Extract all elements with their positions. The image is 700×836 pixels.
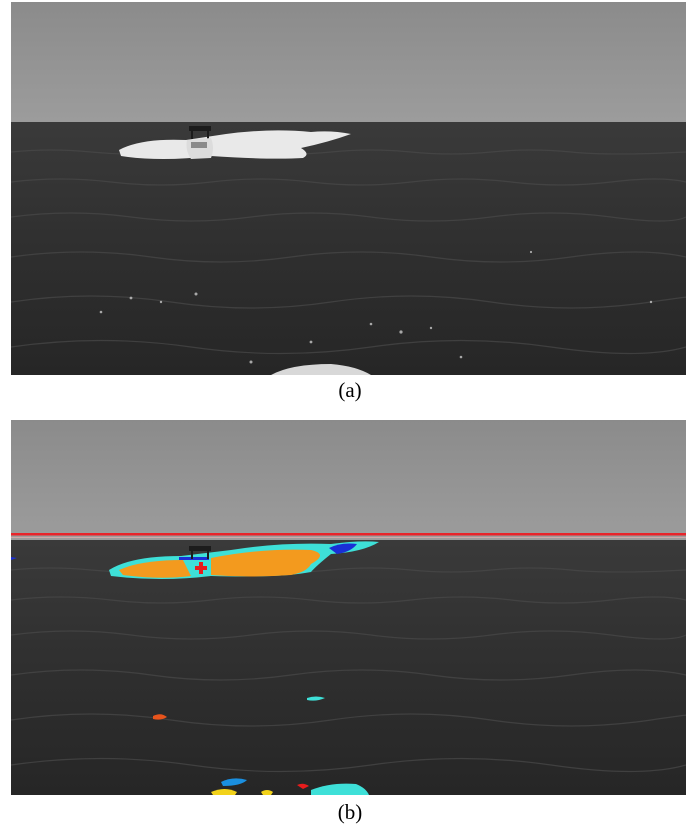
boat — [189, 546, 211, 559]
sea-photo-a — [11, 2, 686, 375]
sea — [11, 122, 686, 375]
sky — [11, 420, 686, 540]
photo-panel-b — [11, 420, 686, 795]
sea — [11, 540, 686, 795]
wave-texture — [11, 567, 686, 773]
sky — [11, 2, 686, 122]
segment-yellow-bottom-2 — [261, 790, 273, 795]
segment-orange-left — [119, 560, 191, 578]
segment-yellow-bottom — [211, 789, 237, 795]
detection-marker — [195, 562, 207, 574]
sea-photo-b — [11, 420, 686, 795]
boat-wake — [119, 130, 351, 159]
segment-blue-bottom — [221, 778, 247, 786]
caption-b: (b) — [337, 800, 363, 824]
horizon-line — [11, 533, 686, 536]
segment-red-bottom — [297, 783, 309, 789]
wave-texture — [11, 149, 686, 355]
segment-blue-edge — [11, 557, 17, 560]
boat — [186, 126, 213, 159]
segment-cyan-bottom — [311, 783, 369, 795]
caption-a: (a) — [338, 378, 362, 402]
photo-panel-a — [11, 2, 686, 375]
foreground-hull — [271, 364, 371, 375]
segment-red-small — [153, 714, 167, 720]
segment-blue — [329, 543, 357, 554]
segment-orange-right — [211, 549, 320, 577]
wave-highlights — [99, 250, 653, 364]
segment-blue-strip — [179, 557, 209, 560]
segment-cyan-small — [307, 696, 325, 701]
